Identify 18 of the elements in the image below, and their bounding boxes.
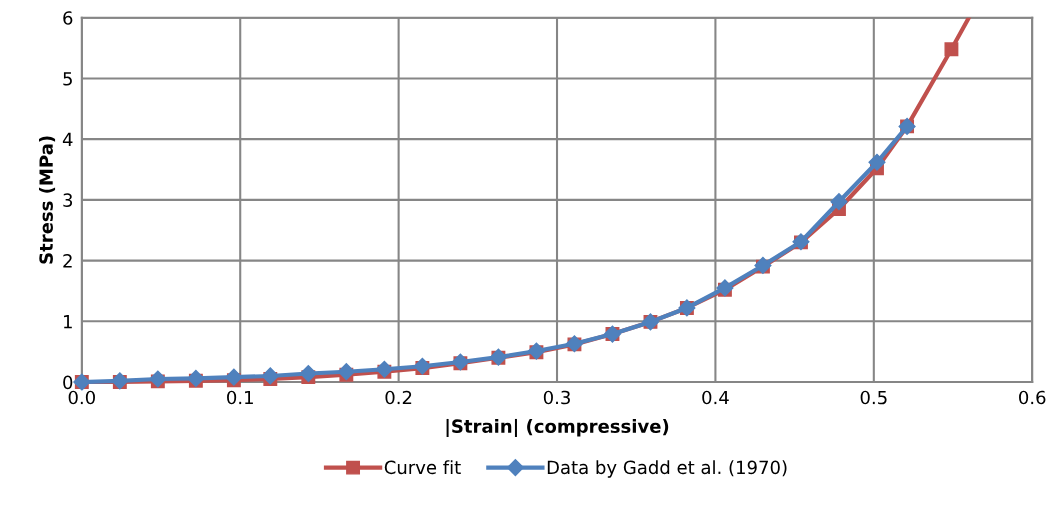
x-tick-label: 0.4 [702,390,729,405]
y-tick-label: 4 [62,132,73,147]
x-tick-label: 0.0 [68,390,95,405]
y-tick-label: 2 [63,254,72,268]
x-tick-label: 0.1 [227,390,253,405]
y-tick-label: 5 [63,72,72,86]
x-tick-label: 0.6 [1019,390,1046,405]
x-tick-label: 0.5 [860,390,887,405]
y-tick-label: 6 [63,11,73,25]
x-tick-label: 0.2 [385,390,412,405]
legend-label: Data by Gadd et al. (1970) [547,460,787,478]
x-tick-label: 0.3 [543,390,570,405]
legend-label: Curve fit [384,460,461,475]
x-axis-title: |Strain| (compressive) [446,418,669,437]
y-axis-title: Stress (MPa) [38,136,56,264]
y-tick-label: 3 [63,193,73,207]
y-tick-label: 0 [63,375,73,390]
y-tick-label: 1 [63,315,72,329]
